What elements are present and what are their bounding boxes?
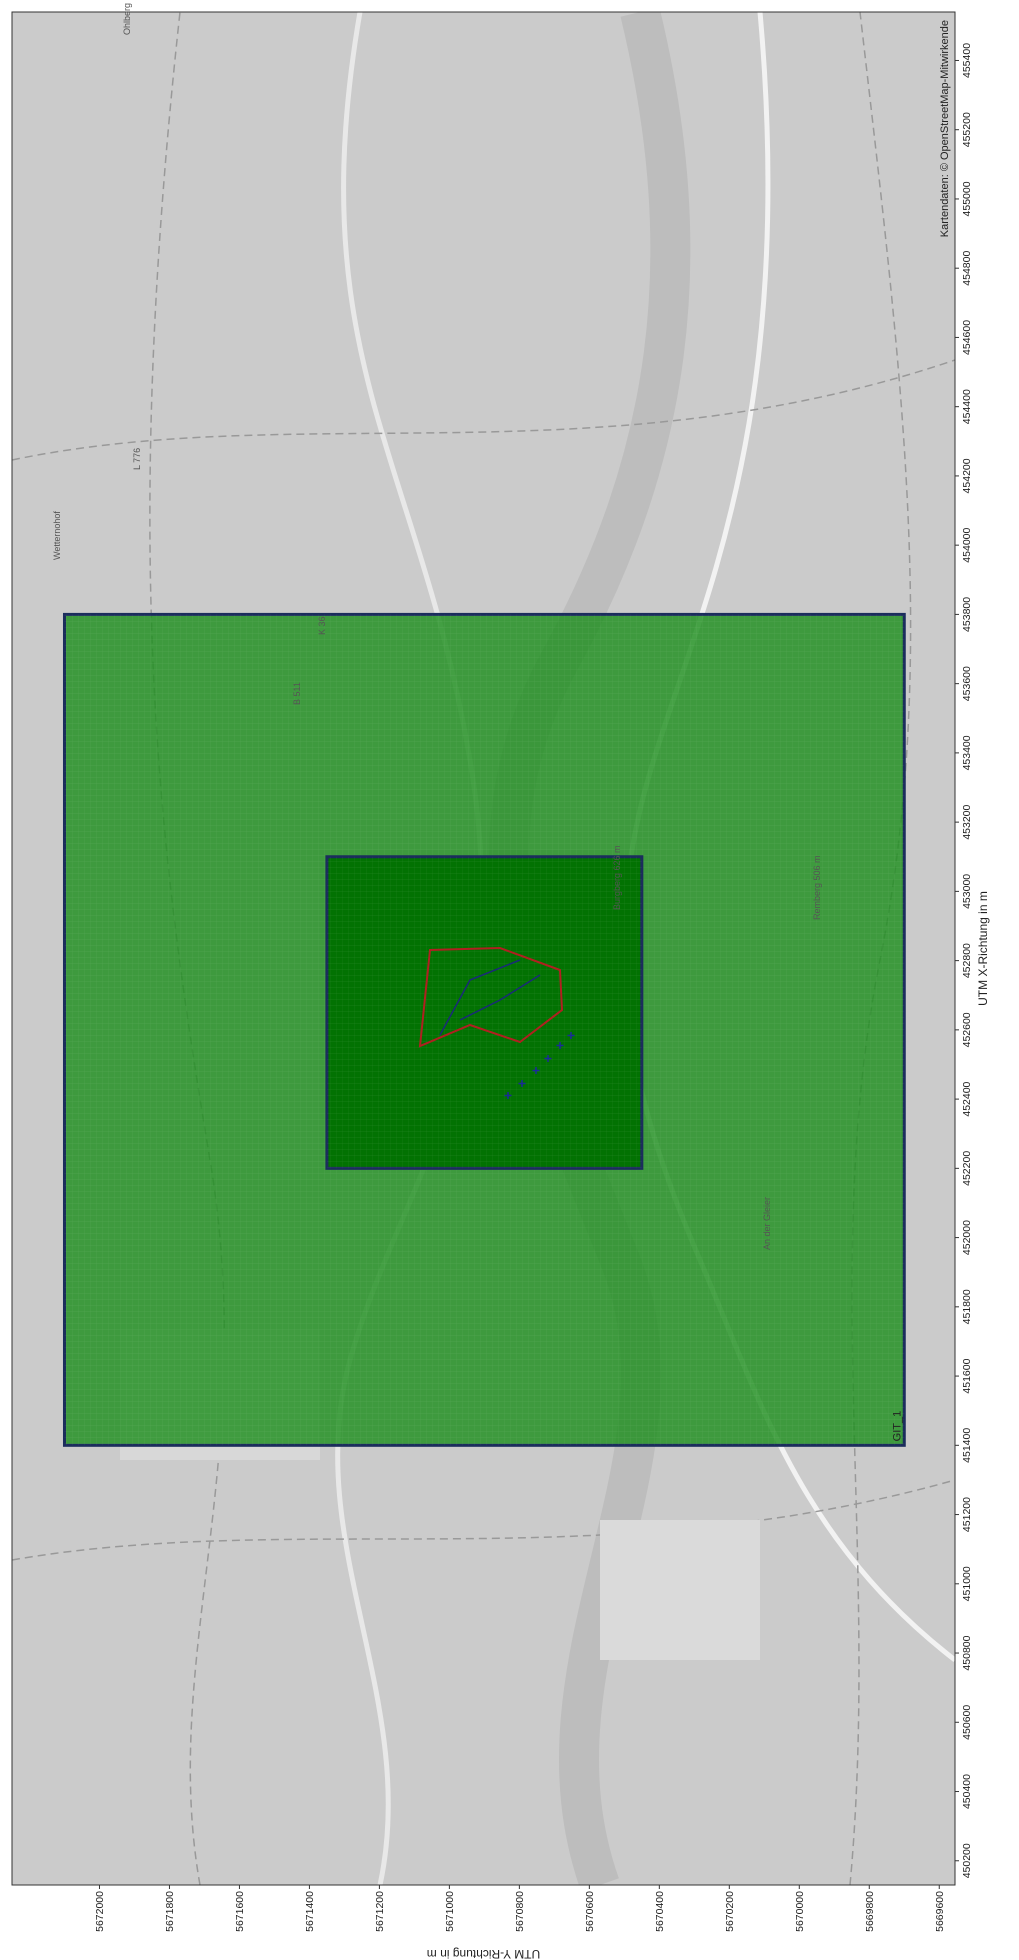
y-tick-label: 5669800	[864, 1891, 876, 1932]
x-tick-label: 450800	[961, 1635, 973, 1670]
x-tick-label: 455200	[961, 112, 973, 147]
x-tick-label: 450200	[961, 1843, 973, 1878]
y-tick-label: 5670800	[514, 1891, 526, 1932]
x-tick-label: 452600	[961, 1012, 973, 1047]
y-tick-label: 5671600	[234, 1891, 246, 1932]
y-tick-label: 5669600	[934, 1891, 946, 1932]
map-labels: B 511 K 36 L 776 An der Gleier Wetternohof Re…	[52, 0, 822, 1250]
source-area	[418, 946, 564, 1048]
x-tick-label: 454400	[961, 389, 973, 424]
x-tick-label: 451200	[961, 1497, 973, 1532]
x-tick-label: 450400	[961, 1774, 973, 1809]
path	[12, 359, 955, 461]
x-tick-label: 452800	[961, 943, 973, 978]
rotated-plot: GIT_1 B 511 K 36 L 776 An der Gleier Wettern…	[11, 0, 990, 1960]
x-tick-label: 450600	[961, 1705, 973, 1740]
y-tick-label: 5671800	[164, 1891, 176, 1932]
y-tick-label: 5671000	[444, 1891, 456, 1932]
x-tick-label: 455000	[961, 181, 973, 216]
x-axis-title: UTM X-Richtung in m	[976, 891, 990, 1006]
x-tick-label: 451000	[961, 1566, 973, 1601]
map-label: Ohlberg 681 m	[122, 0, 132, 35]
y-axis-title: UTM Y-Richtung in m	[427, 1947, 540, 1960]
axes: 450200 450400 450600 450800 451000 451200 4514…	[94, 43, 990, 1960]
x-tick-label: 451600	[961, 1358, 973, 1393]
map-label: B 511	[292, 682, 302, 705]
x-tick-label: 453600	[961, 666, 973, 701]
y-tick-label: 5672000	[94, 1891, 106, 1932]
x-tick-label: 452200	[961, 1151, 973, 1186]
attribution: Kartendaten: © OpenStreetMap-Mitwirkende	[939, 20, 951, 237]
x-tick-label: 454000	[961, 527, 973, 562]
settlement	[600, 1520, 760, 1660]
plot-frame	[11, 11, 956, 1886]
sources	[418, 946, 575, 1099]
source-lines	[439, 959, 541, 1036]
x-tick-label: 454800	[961, 251, 973, 286]
x-tick-label: 454200	[961, 458, 973, 493]
map-label: Wetternohof	[52, 511, 62, 560]
x-tick-label: 453200	[961, 804, 973, 839]
grid-name: GIT_1	[891, 1411, 903, 1442]
x-tick-label: 455400	[961, 43, 973, 78]
y-tick-label: 5670600	[584, 1891, 596, 1932]
map-label: An der Gleier	[762, 1197, 772, 1250]
map-label: L 776	[132, 448, 142, 470]
y-tick-label: 5670000	[794, 1891, 806, 1932]
x-tick-label: 453000	[961, 874, 973, 909]
x-tick-label: 452000	[961, 1220, 973, 1255]
x-tick-label: 453800	[961, 597, 973, 632]
y-tick-label: 5670400	[654, 1891, 666, 1932]
x-tick-label: 454600	[961, 320, 973, 355]
path	[12, 1479, 955, 1561]
y-tick-label: 5670200	[724, 1891, 736, 1932]
map-label: K 36	[317, 616, 327, 635]
receptor-points	[504, 1032, 575, 1099]
x-tick-label: 453400	[961, 735, 973, 770]
map-label: Remberg 506 m	[812, 855, 822, 920]
x-tick-label: 452400	[961, 1081, 973, 1116]
x-tick-label: 451400	[961, 1428, 973, 1463]
grid-cells	[326, 856, 642, 1169]
y-tick-label: 5671200	[374, 1891, 386, 1932]
x-tick-label: 451800	[961, 1289, 973, 1324]
map-label: Burgberg 626 m	[612, 845, 622, 910]
y-tick-label: 5671400	[304, 1891, 316, 1932]
